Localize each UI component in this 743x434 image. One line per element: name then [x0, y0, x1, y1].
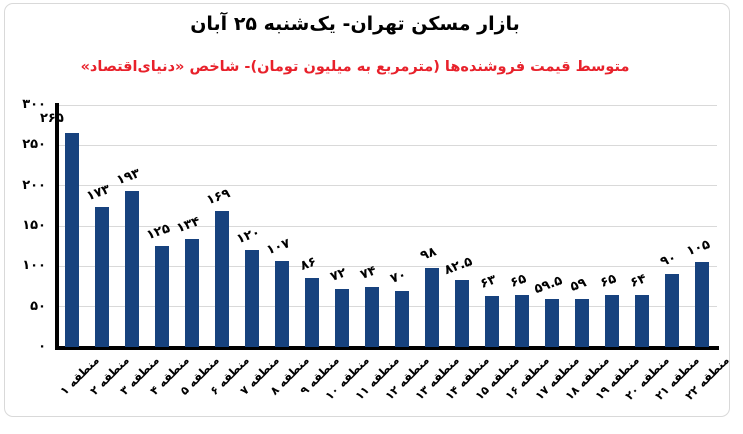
bar — [545, 299, 559, 347]
bar — [605, 294, 619, 347]
gridline — [59, 104, 717, 106]
bar — [305, 277, 319, 347]
bar — [455, 280, 469, 347]
gridline — [59, 265, 717, 267]
bar — [635, 295, 649, 347]
y-axis-line — [55, 103, 59, 350]
y-axis-tick-label: ۲۰۰ — [22, 177, 46, 193]
bar — [695, 262, 709, 347]
bar — [95, 207, 109, 347]
y-axis-tick-label: ۵۰ — [30, 298, 46, 314]
y-axis-tick-label: ۱۰۰ — [22, 258, 46, 274]
y-axis-tick-label: ۰ — [38, 339, 46, 354]
bar — [155, 246, 169, 347]
bar — [365, 287, 379, 347]
bar — [125, 191, 139, 347]
bar — [335, 288, 349, 347]
y-axis-tick-label: ۱۵۰ — [22, 218, 46, 233]
gridline — [59, 185, 717, 187]
y-axis-tick-label: ۲۵۰ — [22, 137, 46, 153]
bar-value-label: ۲۶۵ — [40, 111, 64, 127]
bar — [65, 133, 79, 347]
bar — [395, 290, 409, 347]
gridline — [59, 144, 717, 146]
bar — [425, 267, 439, 347]
y-axis-tick-label: ۳۰۰ — [22, 97, 46, 112]
gridline — [59, 225, 717, 227]
bar — [665, 274, 679, 347]
bar — [575, 299, 589, 347]
bar — [245, 250, 259, 347]
chart-subtitle: متوسط قیمت فروشنده‌ها (مترمربع به میلیون… — [80, 59, 630, 75]
bar — [185, 238, 199, 347]
bar — [275, 260, 289, 347]
x-axis-line — [55, 346, 719, 350]
bar — [485, 296, 499, 347]
bar — [515, 294, 529, 347]
chart-title: بازار مسکن تهران- یک‌شنبه ۲۵ آبان — [190, 13, 520, 35]
gridline — [59, 306, 717, 308]
bar — [215, 210, 229, 347]
